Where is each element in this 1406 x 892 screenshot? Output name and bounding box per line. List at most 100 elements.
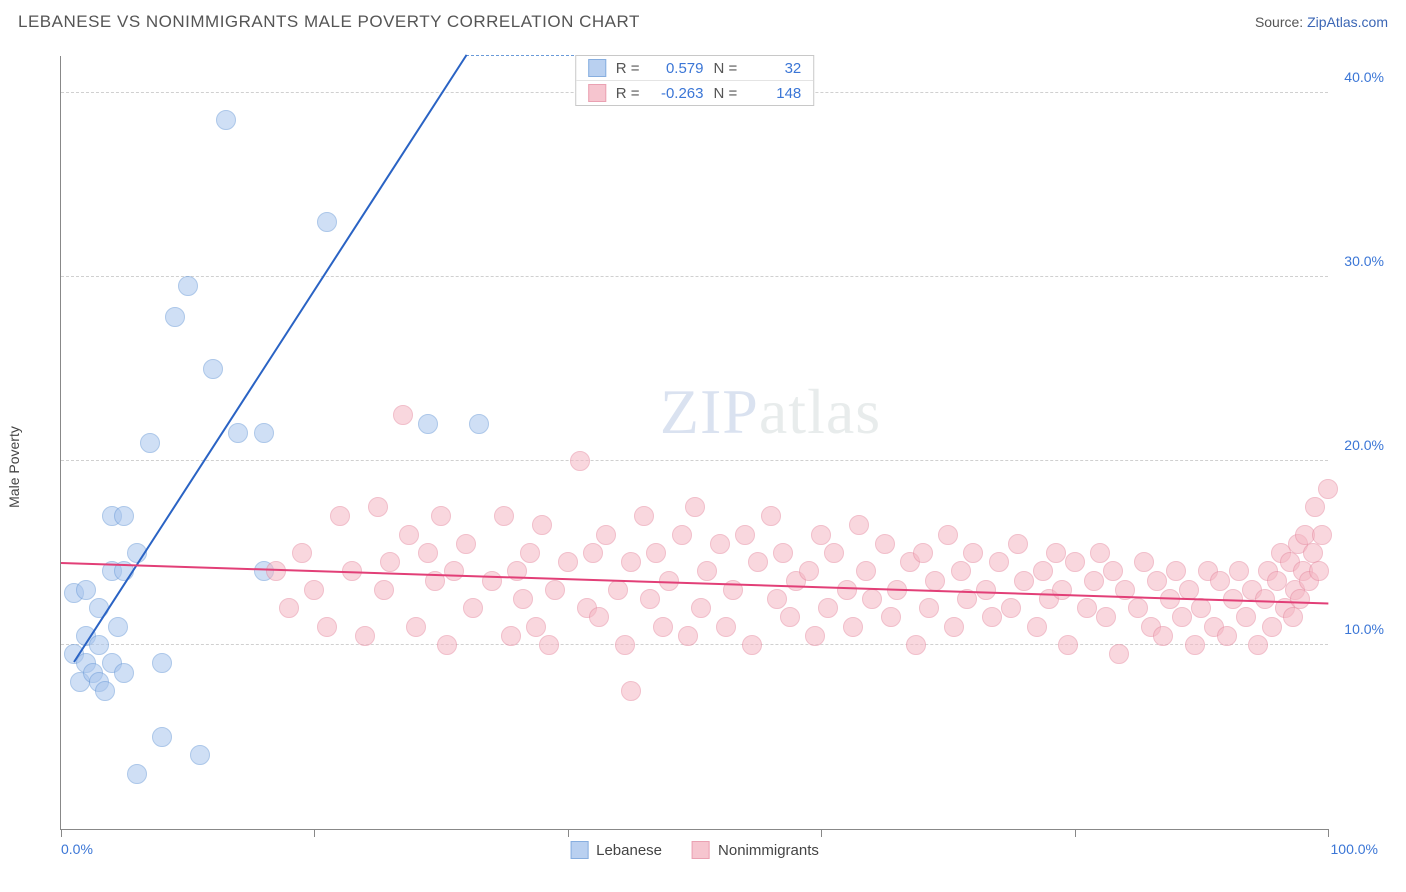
data-point — [805, 626, 825, 646]
data-point — [1128, 598, 1148, 618]
data-point — [672, 525, 692, 545]
data-point — [1229, 561, 1249, 581]
data-point — [431, 506, 451, 526]
r-label: R = — [616, 85, 640, 102]
data-point — [843, 617, 863, 637]
y-tick-label: 30.0% — [1344, 253, 1384, 269]
legend-row: R =0.579N =32 — [576, 56, 814, 80]
data-point — [1001, 598, 1021, 618]
data-point — [501, 626, 521, 646]
source-attribution: Source: ZipAtlas.com — [1255, 14, 1388, 30]
data-point — [1014, 571, 1034, 591]
data-point — [355, 626, 375, 646]
chart-container: Male Poverty ZIPatlas R =0.579N =32R =-0… — [18, 44, 1388, 874]
data-point — [1210, 571, 1230, 591]
y-tick-label: 10.0% — [1344, 621, 1384, 637]
data-point — [748, 552, 768, 572]
legend-label: Lebanese — [596, 842, 662, 859]
data-point — [513, 589, 533, 609]
data-point — [178, 276, 198, 296]
data-point — [279, 598, 299, 618]
data-point — [1033, 561, 1053, 581]
data-point — [570, 451, 590, 471]
data-point — [710, 534, 730, 554]
n-value: 32 — [747, 60, 801, 77]
data-point — [1309, 561, 1329, 581]
data-point — [906, 635, 926, 655]
x-tick — [61, 829, 62, 837]
y-tick-label: 40.0% — [1344, 69, 1384, 85]
data-point — [76, 580, 96, 600]
data-point — [1172, 607, 1192, 627]
data-point — [697, 561, 717, 581]
data-point — [735, 525, 755, 545]
data-point — [944, 617, 964, 637]
data-point — [1248, 635, 1268, 655]
data-point — [1077, 598, 1097, 618]
data-point — [89, 635, 109, 655]
data-point — [374, 580, 394, 600]
data-point — [1305, 497, 1325, 517]
chart-title: LEBANESE VS NONIMMIGRANTS MALE POVERTY C… — [18, 12, 640, 32]
data-point — [761, 506, 781, 526]
r-value: -0.263 — [650, 85, 704, 102]
data-point — [228, 423, 248, 443]
data-point — [216, 110, 236, 130]
data-point — [1312, 525, 1332, 545]
data-point — [818, 598, 838, 618]
legend-swatch — [588, 59, 606, 77]
data-point — [653, 617, 673, 637]
data-point — [140, 433, 160, 453]
data-point — [824, 543, 844, 563]
data-point — [203, 359, 223, 379]
r-label: R = — [616, 60, 640, 77]
x-tick — [1075, 829, 1076, 837]
data-point — [494, 506, 514, 526]
data-point — [678, 626, 698, 646]
data-point — [583, 543, 603, 563]
data-point — [951, 561, 971, 581]
data-point — [558, 552, 578, 572]
data-point — [304, 580, 324, 600]
legend-swatch — [692, 841, 710, 859]
data-point — [114, 506, 134, 526]
data-point — [292, 543, 312, 563]
data-point — [767, 589, 787, 609]
legend-label: Nonimmigrants — [718, 842, 819, 859]
data-point — [114, 663, 134, 683]
source-label: Source: — [1255, 14, 1303, 30]
data-point — [811, 525, 831, 545]
data-point — [1153, 626, 1173, 646]
data-point — [1103, 561, 1123, 581]
x-label-right: 100.0% — [1331, 841, 1378, 857]
x-tick — [568, 829, 569, 837]
data-point — [1318, 479, 1338, 499]
data-point — [317, 617, 337, 637]
data-point — [1262, 617, 1282, 637]
data-point — [380, 552, 400, 572]
data-point — [152, 727, 172, 747]
data-point — [418, 543, 438, 563]
x-tick — [1328, 829, 1329, 837]
data-point — [685, 497, 705, 517]
y-tick-label: 20.0% — [1344, 437, 1384, 453]
data-point — [437, 635, 457, 655]
data-point — [456, 534, 476, 554]
data-point — [691, 598, 711, 618]
data-point — [875, 534, 895, 554]
data-point — [596, 525, 616, 545]
source-link[interactable]: ZipAtlas.com — [1307, 14, 1388, 30]
data-point — [1236, 607, 1256, 627]
data-point — [152, 653, 172, 673]
data-point — [539, 635, 559, 655]
data-point — [913, 543, 933, 563]
data-point — [856, 561, 876, 581]
data-point — [520, 543, 540, 563]
data-point — [469, 414, 489, 434]
legend-item: Lebanese — [570, 841, 662, 859]
data-point — [418, 414, 438, 434]
data-point — [526, 617, 546, 637]
data-point — [646, 543, 666, 563]
data-point — [1027, 617, 1047, 637]
data-point — [127, 764, 147, 784]
